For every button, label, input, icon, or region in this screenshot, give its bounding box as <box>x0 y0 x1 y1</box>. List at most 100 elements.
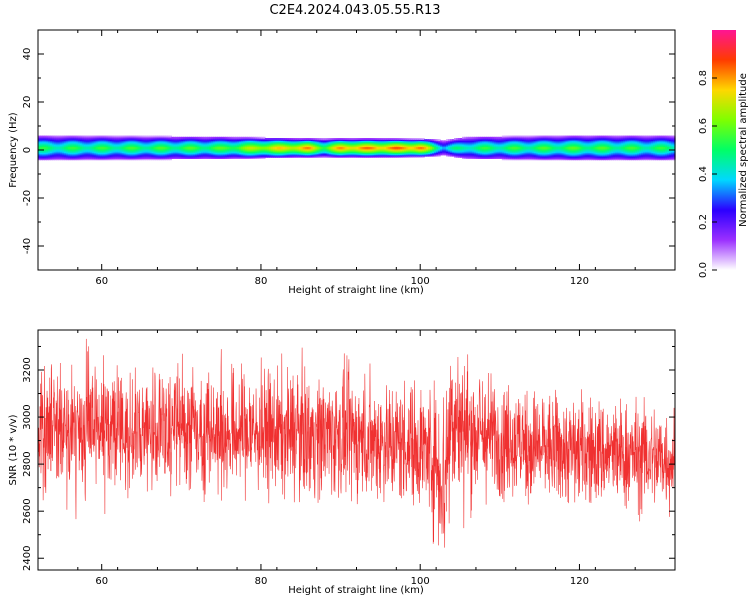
heat-cell <box>185 157 188 159</box>
heat-cell <box>555 157 559 159</box>
heat-cell <box>151 154 155 157</box>
heat-cell <box>507 144 511 146</box>
heat-cell <box>481 145 485 147</box>
heat-cell <box>241 152 244 155</box>
heat-cell <box>398 152 401 155</box>
heat-cell <box>99 142 103 145</box>
heat-cell <box>300 141 304 144</box>
heat-cell <box>471 150 475 152</box>
heat-cell <box>396 146 399 149</box>
heat-cell <box>205 156 208 158</box>
heat-cell <box>38 135 41 138</box>
heat-cell <box>229 141 232 144</box>
heat-cell <box>199 144 202 146</box>
heat-cell <box>513 142 517 145</box>
heat-cell <box>517 136 521 139</box>
heat-cell <box>304 152 308 155</box>
heat-cell <box>183 147 186 150</box>
heat-cell <box>418 154 421 157</box>
heat-cell <box>503 144 507 146</box>
heat-cell <box>344 141 348 144</box>
heat-cell <box>57 141 61 144</box>
heat-cell <box>505 139 509 141</box>
heat-cell <box>290 142 294 145</box>
heat-cell <box>428 151 431 153</box>
heat-cell <box>589 150 592 152</box>
heat-cell <box>229 151 232 153</box>
heat-cell <box>583 141 587 144</box>
heat-cell <box>95 136 99 139</box>
heat-cell <box>565 157 569 159</box>
heat-cell <box>489 140 493 143</box>
heat-cell <box>503 146 507 149</box>
heat-cell <box>559 135 563 138</box>
heat-cell <box>254 148 258 151</box>
heat-cell <box>346 139 350 141</box>
heat-cell <box>61 147 65 150</box>
heat-cell <box>159 140 163 143</box>
heat-cell <box>41 151 45 153</box>
heat-cell <box>127 151 131 153</box>
heat-cell <box>199 142 202 145</box>
heat-cell <box>330 140 334 143</box>
heat-cell <box>473 156 477 158</box>
heat-cell <box>71 147 75 150</box>
heat-cell <box>547 153 551 156</box>
heat-cell <box>145 153 149 156</box>
heat-cell <box>378 152 381 155</box>
heat-cell <box>101 153 105 156</box>
heat-cell <box>509 147 513 150</box>
heat-cell <box>462 142 465 145</box>
heat-cell <box>489 136 493 139</box>
heat-cell <box>59 138 63 140</box>
heat-cell <box>342 147 346 150</box>
heat-cell <box>456 156 459 158</box>
heat-cell <box>465 154 469 157</box>
heat-cell <box>561 136 565 139</box>
heat-cell <box>127 154 131 157</box>
heat-cell <box>352 145 356 147</box>
heat-cell <box>87 138 91 140</box>
heat-cell <box>177 146 180 149</box>
heat-cell <box>563 152 567 155</box>
heat-cell <box>495 146 499 149</box>
heat-cell <box>581 135 585 138</box>
heat-cell <box>296 151 300 153</box>
heat-cell <box>91 150 95 152</box>
heat-cell <box>129 140 133 143</box>
heat-cell <box>515 153 519 156</box>
heat-cell <box>209 157 212 159</box>
heat-cell <box>501 140 505 143</box>
heat-cell <box>364 148 368 151</box>
heat-cell <box>467 154 471 157</box>
heat-cell <box>89 140 93 143</box>
heat-cell <box>69 154 73 157</box>
heat-cell <box>125 148 129 151</box>
heat-cell <box>149 150 153 152</box>
heat-cell <box>370 147 374 150</box>
heat-cell <box>338 152 342 155</box>
heat-cell <box>589 152 592 155</box>
heat-cell <box>549 150 553 152</box>
heat-cell <box>247 146 250 149</box>
heat-cell <box>477 136 481 139</box>
heat-cell <box>527 152 531 155</box>
heat-cell <box>557 151 561 153</box>
heat-cell <box>396 150 399 152</box>
heat-cell <box>396 141 399 144</box>
heat-cell <box>493 142 497 145</box>
heat-cell <box>555 158 559 161</box>
heat-cell <box>571 141 575 144</box>
heat-cell <box>332 152 336 155</box>
heat-cell <box>171 147 174 150</box>
heat-cell <box>93 150 97 152</box>
heat-cell <box>177 152 180 155</box>
heat-cell <box>513 139 517 141</box>
heat-cell <box>61 142 65 145</box>
heat-cell <box>252 140 256 143</box>
heat-cell <box>195 156 198 158</box>
heat-cell <box>247 140 250 143</box>
heat-cell <box>294 146 298 149</box>
heat-cell <box>310 142 314 145</box>
heat-cell <box>467 139 471 141</box>
